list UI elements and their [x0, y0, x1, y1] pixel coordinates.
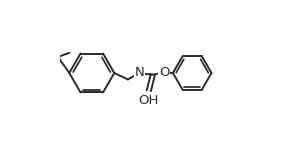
Text: N: N	[134, 66, 144, 80]
Text: OH: OH	[139, 94, 159, 107]
Text: O: O	[159, 66, 169, 80]
